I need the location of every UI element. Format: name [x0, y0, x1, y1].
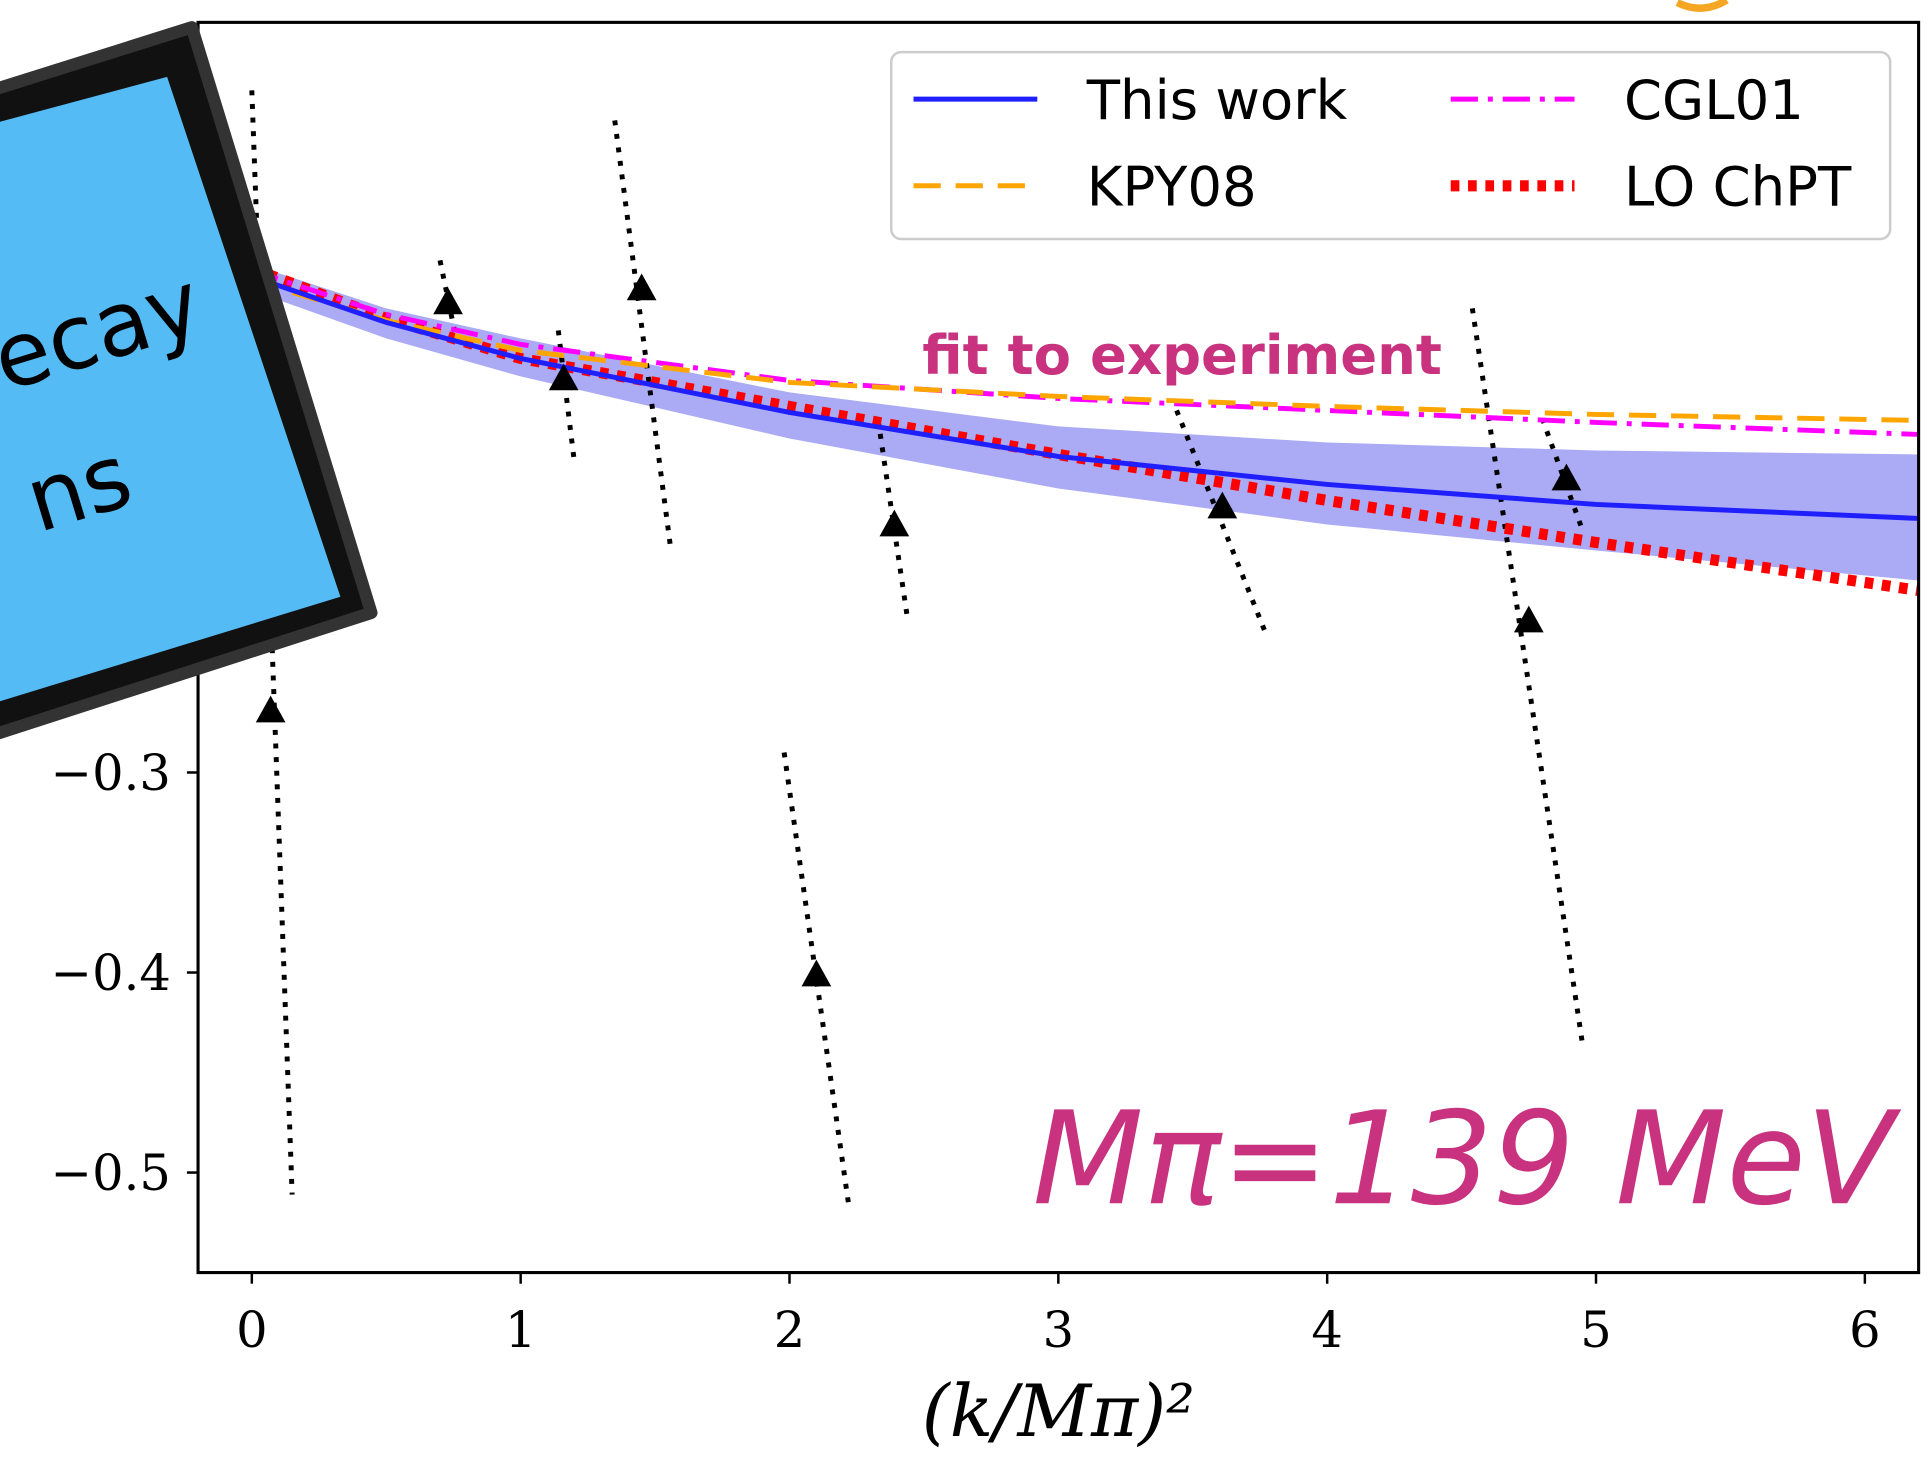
legend-label: CGL01 — [1624, 68, 1804, 132]
data-point — [255, 695, 286, 723]
x-tick-label: 5 — [1580, 1301, 1612, 1359]
error-bar — [555, 330, 577, 463]
series-line — [249, 263, 1919, 596]
annotation: fit to experiment — [922, 323, 1442, 387]
plot-area: 0 1 2 3 4 5 6 −0.3 −0.4 −0.5 — [51, 90, 1919, 1359]
legend-label: LO ChPT — [1624, 155, 1852, 219]
x-tick-label: 3 — [1043, 1301, 1075, 1359]
y-tick-label: −0.5 — [51, 1144, 171, 1202]
data-point — [879, 509, 910, 537]
x-tick-label: 6 — [1849, 1301, 1881, 1359]
data-point — [626, 273, 657, 301]
error-bar — [612, 120, 674, 553]
data-point — [433, 287, 463, 315]
error-band — [251, 264, 1919, 581]
error-bar — [1539, 417, 1585, 532]
decoration — [1675, 0, 1729, 12]
error-bar — [1469, 308, 1586, 1045]
data-point — [1551, 463, 1582, 491]
overlay-card: decay ns — [0, 21, 378, 740]
data-point — [1207, 491, 1238, 519]
legend-box — [889, 50, 1892, 241]
annotation: Mπ=139 MeV — [1033, 1085, 1902, 1234]
x-tick-label: 2 — [774, 1301, 806, 1359]
data-point — [801, 959, 832, 987]
y-tick-label: −0.4 — [51, 944, 171, 1002]
card-face — [0, 76, 341, 702]
x-axis-label: (k/Mπ)² — [922, 1369, 1195, 1453]
legend-label: This work — [1086, 68, 1348, 132]
legend: This work KPY08 CGL01 LO ChPT — [889, 50, 1892, 241]
series-line — [251, 274, 1919, 521]
x-tick-label: 4 — [1311, 1301, 1343, 1359]
legend-label: KPY08 — [1087, 155, 1257, 219]
data-point — [548, 363, 579, 391]
y-tick-label: −0.3 — [51, 744, 171, 802]
x-tick-label: 1 — [505, 1301, 537, 1359]
series-layer — [249, 90, 1919, 1205]
x-tick-label: 0 — [236, 1301, 268, 1359]
data-point — [1513, 605, 1544, 633]
series-line — [251, 278, 1919, 423]
